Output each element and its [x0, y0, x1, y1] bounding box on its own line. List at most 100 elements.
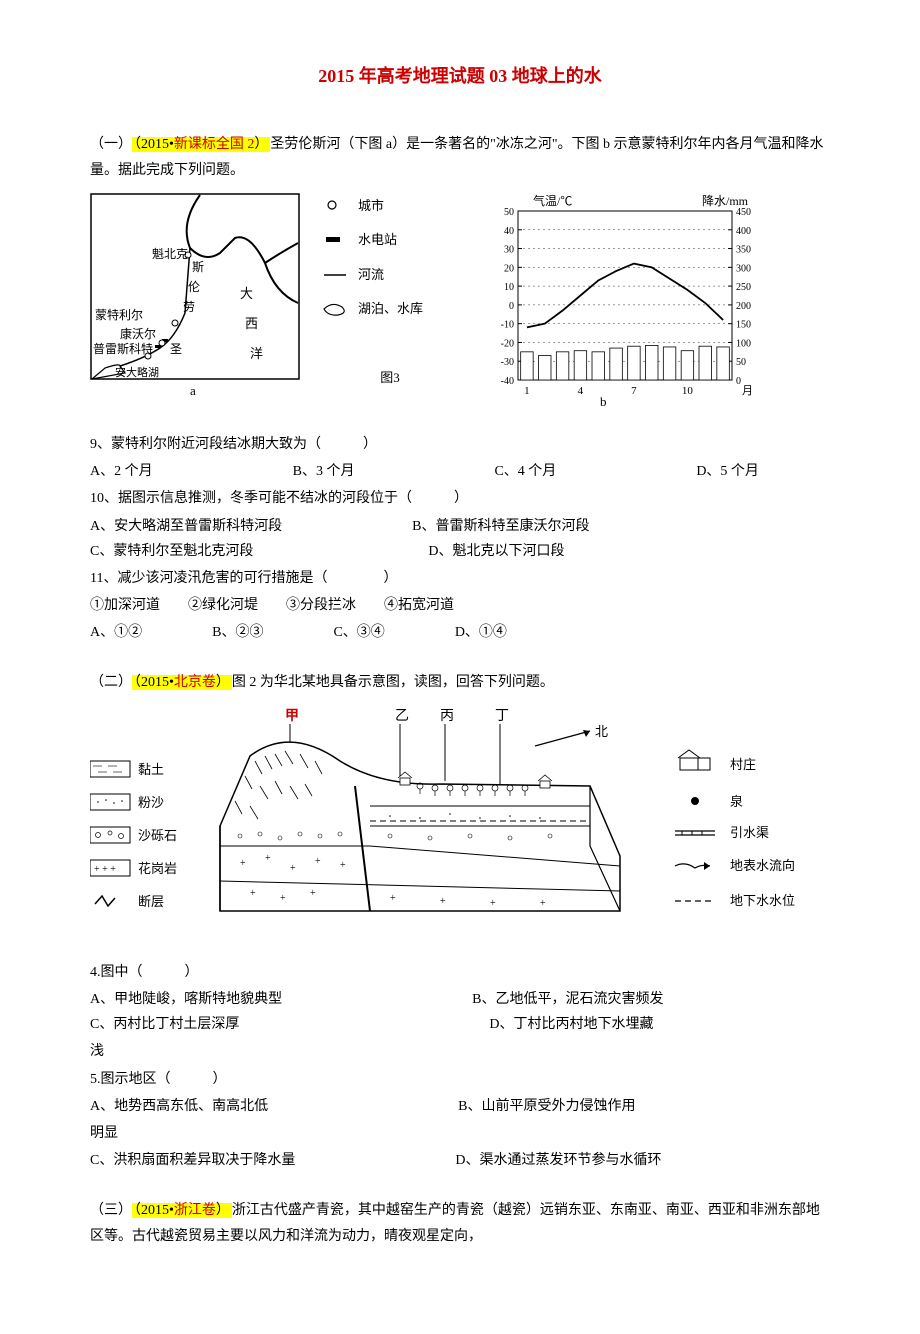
svg-text:地表水流向: 地表水流向	[730, 858, 795, 873]
svg-text:+: +	[540, 898, 546, 909]
svg-text:-30: -30	[501, 357, 514, 368]
q10-row1: A、安大略湖至普雷斯科特河段 B、普雷斯科特至康沃尔河段	[90, 514, 830, 539]
svg-text:100: 100	[736, 338, 751, 349]
svg-text:-40: -40	[501, 376, 514, 387]
q9-d: D、5 个月	[696, 459, 759, 484]
svg-text:泉: 泉	[730, 794, 743, 809]
svg-text:b: b	[600, 394, 607, 408]
map-legend: 城市 水电站 河流 湖泊、水库 图3	[320, 193, 460, 390]
q11-sub: ①加深河道 ②绿化河堤 ③分段拦冰 ④拓宽河道	[90, 593, 830, 618]
q11-d: D、①④	[455, 620, 507, 645]
q11-options: A、①② B、②③ C、③④ D、①④	[90, 620, 830, 645]
s1-intro: （一）（2015•新课标全国 2）圣劳伦斯河（下图 a）是一条著名的"冰冻之河"…	[90, 132, 830, 182]
svg-text:伦: 伦	[188, 279, 200, 294]
svg-text:450: 450	[736, 207, 751, 218]
q4-trail: 浅	[90, 1039, 830, 1064]
center-caption: 图3	[320, 366, 460, 389]
svg-text:劳: 劳	[183, 300, 195, 314]
q4-row2: C、丙村比丁村土层深厚 D、丁村比丙村地下水埋藏	[90, 1012, 830, 1037]
svg-text:蒙特利尔: 蒙特利尔	[95, 307, 143, 322]
q5-row1: A、地势西高东低、南高北低 B、山前平原受外力侵蚀作用	[90, 1094, 830, 1119]
svg-text:黏土: 黏土	[138, 762, 164, 777]
section-1: （一）（2015•新课标全国 2）圣劳伦斯河（下图 a）是一条著名的"冰冻之河"…	[90, 132, 830, 645]
svg-text:400: 400	[736, 226, 751, 237]
s2-text: 图 2 为华北某地具备示意图，读图，回答下列问题。	[232, 675, 554, 690]
s3-source: （2015•浙江卷）	[132, 1203, 232, 1218]
svg-text:-20: -20	[501, 338, 514, 349]
svg-text:甲: 甲	[285, 708, 299, 724]
svg-text:4: 4	[578, 385, 584, 397]
q9-a: A、2 个月	[90, 459, 153, 484]
svg-text:月: 月	[742, 385, 753, 397]
svg-text:+: +	[290, 863, 296, 874]
map-svg: 魁北克 蒙特利尔 康沃尔 普雷斯科特 安大略湖 斯 伦 劳 圣 大 西 洋 a	[90, 193, 300, 398]
q5-trail: 明显	[90, 1121, 830, 1146]
figure-row-1: 魁北克 蒙特利尔 康沃尔 普雷斯科特 安大略湖 斯 伦 劳 圣 大 西 洋 a	[90, 193, 830, 417]
q5-b: B、山前平原受外力侵蚀作用	[458, 1094, 635, 1119]
svg-text:200: 200	[736, 301, 751, 312]
svg-text:300: 300	[736, 263, 751, 274]
svg-text:+: +	[240, 858, 246, 869]
s2-num: （二）	[90, 675, 132, 690]
svg-text:斯: 斯	[192, 260, 204, 274]
svg-text:魁北克: 魁北克	[152, 246, 188, 261]
svg-text:+: +	[265, 853, 271, 864]
svg-text:丁: 丁	[495, 709, 509, 724]
svg-text:+: +	[310, 888, 316, 899]
svg-text:引水渠: 引水渠	[730, 825, 769, 840]
q5-stem: 5.图示地区（ ）	[90, 1067, 830, 1092]
svg-text:城市: 城市	[358, 198, 384, 213]
svg-text:粉沙: 粉沙	[138, 795, 164, 810]
svg-text:地下水水位: 地下水水位	[730, 893, 795, 908]
svg-text:10: 10	[682, 385, 694, 397]
svg-text:大: 大	[240, 286, 253, 301]
section-3: （三）（2015•浙江卷）浙江古代盛产青瓷，其中越窑生产的青瓷（越瓷）远销东亚、…	[90, 1198, 830, 1248]
svg-text:+: +	[250, 888, 256, 899]
section-2: （二）（2015•北京卷）图 2 为华北某地具备示意图，读图，回答下列问题。 甲…	[90, 670, 830, 1173]
svg-text:断层: 断层	[138, 894, 164, 909]
geology-diagram: 甲 乙 丙 丁 北	[90, 706, 830, 945]
svg-text:乙: 乙	[395, 708, 409, 724]
svg-text:-10: -10	[501, 319, 514, 330]
q10-stem: 10、据图示信息推测，冬季可能不结冰的河段位于（ ）	[90, 486, 830, 511]
svg-text:湖泊、水库: 湖泊、水库	[358, 301, 423, 316]
svg-text:安大略湖: 安大略湖	[115, 365, 159, 379]
svg-text:30: 30	[504, 244, 514, 255]
q5-d: D、渠水通过蒸发环节参与水循环	[455, 1148, 661, 1173]
q4-stem: 4.图中（ ）	[90, 960, 830, 985]
q11-c: C、③④	[333, 620, 384, 645]
q4-b: B、乙地低平，泥石流灾害频发	[472, 987, 663, 1012]
svg-text:1: 1	[524, 385, 530, 397]
svg-text:150: 150	[736, 319, 751, 330]
q9-options: A、2 个月 B、3 个月 C、4 个月 D、5 个月	[90, 459, 830, 484]
svg-text:沙砾石: 沙砾石	[138, 828, 177, 843]
svg-text:+: +	[490, 898, 496, 909]
svg-text:7: 7	[631, 385, 637, 397]
svg-text:康沃尔: 康沃尔	[120, 326, 156, 341]
svg-text:0: 0	[509, 301, 514, 312]
s2-source: （2015•北京卷）	[132, 675, 232, 690]
q9-c: C、4 个月	[494, 459, 556, 484]
q4-d: D、丁村比丙村地下水埋藏	[489, 1012, 653, 1037]
s3-intro: （三）（2015•浙江卷）浙江古代盛产青瓷，其中越窑生产的青瓷（越瓷）远销东亚、…	[90, 1198, 830, 1248]
svg-text:圣: 圣	[170, 342, 182, 356]
s2-intro: （二）（2015•北京卷）图 2 为华北某地具备示意图，读图，回答下列问题。	[90, 670, 830, 695]
svg-text:北: 北	[595, 724, 608, 739]
q10-b: B、普雷斯科特至康沃尔河段	[412, 514, 589, 539]
svg-text:西: 西	[245, 316, 258, 331]
q5-row2: C、洪积扇面积差异取决于降水量 D、渠水通过蒸发环节参与水循环	[90, 1148, 830, 1173]
svg-text:250: 250	[736, 282, 751, 293]
svg-text:350: 350	[736, 244, 751, 255]
q10-a: A、安大略湖至普雷斯科特河段	[90, 514, 282, 539]
chart-container: 气温/℃降水/mm50403020100-10-20-30-4045040035…	[480, 193, 770, 417]
svg-text:50: 50	[736, 357, 746, 368]
q10-d: D、魁北克以下河口段	[428, 539, 564, 564]
svg-text:50: 50	[504, 207, 514, 218]
q9-b: B、3 个月	[293, 459, 355, 484]
svg-text:洋: 洋	[250, 346, 263, 361]
svg-text:+ + +: + + +	[94, 864, 116, 875]
q11-a: A、①②	[90, 620, 142, 645]
svg-text:花岗岩: 花岗岩	[138, 861, 177, 876]
q10-row2: C、蒙特利尔至魁北克河段 D、魁北克以下河口段	[90, 539, 830, 564]
svg-text:20: 20	[504, 263, 514, 274]
